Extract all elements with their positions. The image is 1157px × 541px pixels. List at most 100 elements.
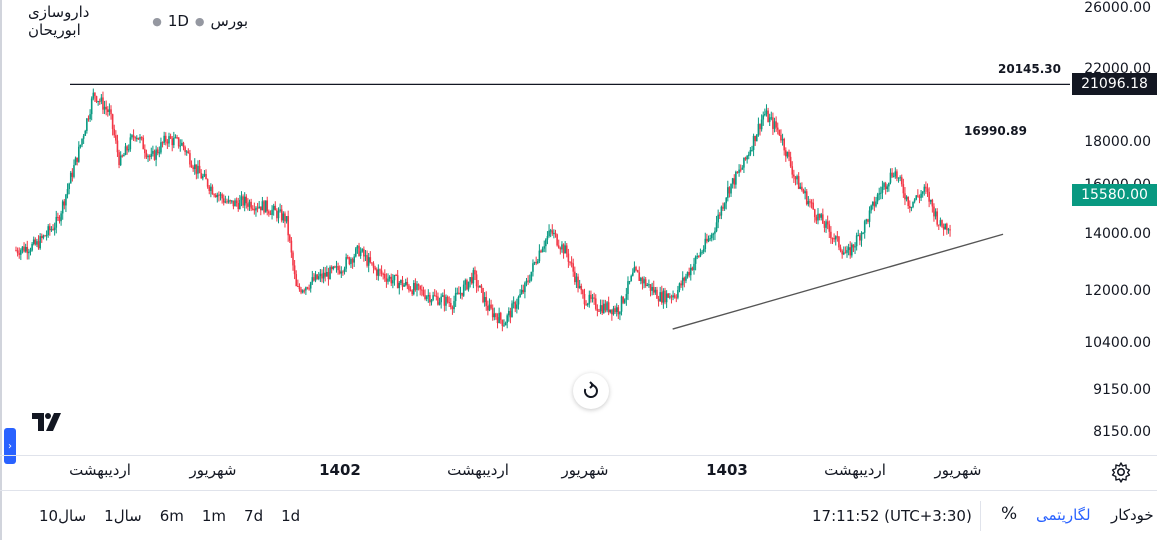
candle (398, 281, 401, 295)
candle (403, 282, 405, 287)
candle (364, 250, 367, 261)
time-axis[interactable]: اردیبهشت شهریور 1402 اردیبهشت شهریور 1403 اردی… (0, 455, 1157, 488)
candle (313, 273, 315, 282)
candle (74, 156, 77, 166)
candle (248, 199, 251, 211)
candle (462, 280, 465, 297)
candle (846, 245, 848, 258)
candle (712, 232, 715, 241)
symbol-header[interactable]: بورس ● 1D ● داروسازی ابوریحان (28, 3, 248, 39)
candle (905, 195, 908, 202)
candle (746, 154, 748, 164)
candle (738, 164, 740, 177)
time-readout[interactable]: 17:11:52 (UTC+3:30) (812, 507, 972, 525)
candle (23, 242, 25, 253)
candle (53, 222, 56, 236)
percent-scale-toggle[interactable]: % (1001, 504, 1018, 524)
candle (337, 262, 339, 275)
time-axis-label: 1402 (319, 461, 361, 479)
candle (545, 238, 547, 253)
range-1m-button[interactable]: 1m (193, 505, 235, 527)
candle (203, 170, 206, 178)
range-buttons: 10سال 1سال 6m 1m 7d 1d (30, 505, 309, 527)
candle (197, 160, 199, 179)
support-trendline[interactable] (672, 233, 1004, 330)
candle (216, 192, 219, 203)
candle (536, 258, 539, 265)
candle (549, 228, 552, 238)
candle (757, 117, 760, 137)
tradingview-logo-icon[interactable] (30, 410, 64, 434)
candle (276, 208, 278, 222)
candle (174, 134, 177, 139)
range-1d-button[interactable]: 1d (272, 505, 309, 527)
candle (569, 261, 571, 266)
candle (662, 288, 665, 309)
candle (234, 198, 236, 207)
candle (921, 190, 924, 198)
candle (39, 233, 41, 250)
candle (182, 141, 185, 151)
price-tick-label: 8150.00 (1093, 424, 1151, 440)
candle (271, 205, 273, 220)
candle (490, 299, 492, 310)
candle (301, 289, 304, 294)
reset-chart-button[interactable] (573, 373, 609, 409)
range-6m-button[interactable]: 6m (151, 505, 193, 527)
chart-area[interactable] (0, 0, 1070, 455)
candle (817, 208, 819, 225)
range-1y-button[interactable]: 1سال (95, 505, 151, 527)
candlestick-chart[interactable] (0, 0, 1070, 455)
candle (646, 283, 649, 287)
candle (801, 182, 803, 192)
candle (483, 292, 486, 307)
candle (499, 311, 502, 324)
candle (198, 159, 201, 174)
candle (594, 294, 597, 311)
candle (789, 151, 792, 168)
candle (400, 279, 402, 286)
candle (340, 266, 343, 278)
candle (140, 136, 143, 141)
candle (235, 197, 238, 207)
price-tick-label: 18000.00 (1084, 134, 1151, 151)
candle (527, 275, 529, 285)
candle (630, 274, 632, 282)
candle (768, 113, 771, 127)
candle (503, 319, 505, 327)
candle (268, 209, 270, 217)
candle (868, 206, 871, 228)
candle (63, 199, 66, 210)
chart-settings-button[interactable] (1108, 459, 1134, 485)
price-axis[interactable]: 26000.0022000.0018000.0016000.0014000.00… (1070, 0, 1157, 455)
candle (429, 292, 431, 306)
candle (632, 268, 634, 277)
candle (929, 199, 932, 205)
candle (870, 204, 872, 214)
candle (941, 219, 943, 228)
candle (794, 175, 797, 186)
range-10y-button[interactable]: 10سال (30, 505, 95, 527)
candle (377, 264, 380, 281)
candle (793, 169, 795, 183)
candle (326, 265, 328, 277)
candle (838, 235, 840, 251)
candle (561, 241, 563, 253)
candle (116, 134, 119, 158)
candle (266, 196, 269, 216)
candle (287, 210, 289, 242)
candle (825, 219, 827, 233)
candle (619, 311, 621, 321)
candle (132, 129, 135, 142)
candle (765, 104, 768, 117)
candle (836, 231, 839, 242)
log-scale-toggle[interactable]: لگاریتمی (1036, 506, 1091, 524)
auto-scale-toggle[interactable]: خودکار (1111, 506, 1154, 524)
candle (372, 261, 375, 274)
candle (572, 258, 575, 277)
candle (137, 137, 140, 140)
candle (58, 215, 61, 224)
range-7d-button[interactable]: 7d (235, 505, 272, 527)
candle (103, 100, 106, 115)
candle (488, 298, 491, 312)
